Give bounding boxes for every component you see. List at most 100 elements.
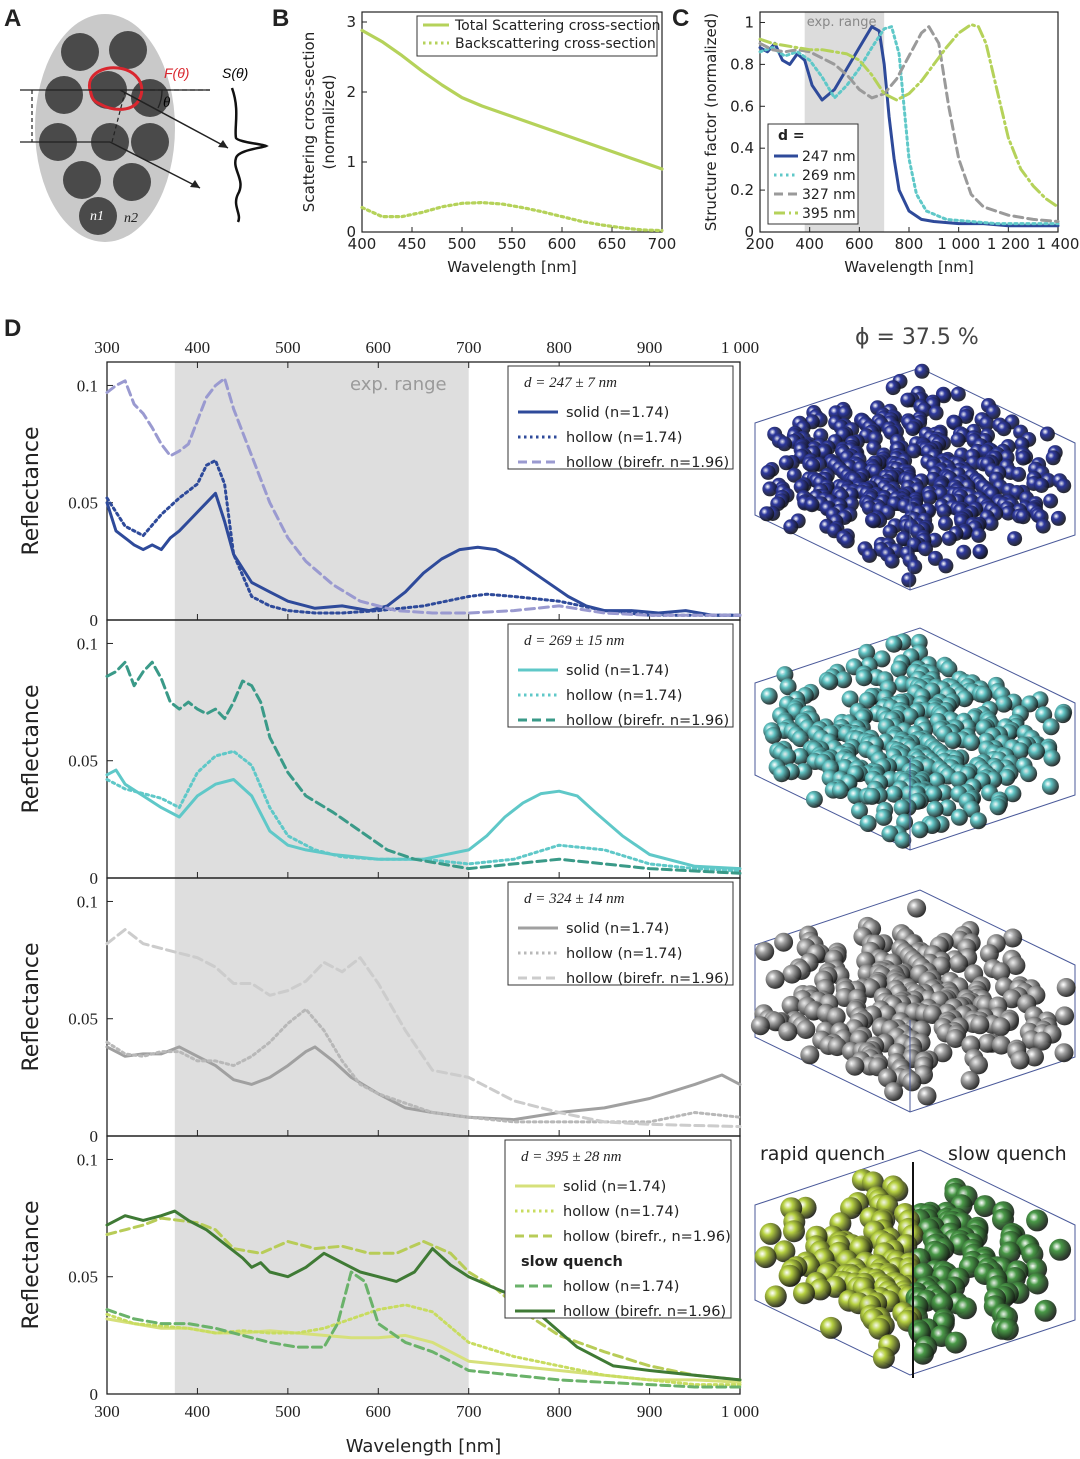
series-line-d1-2 (105, 376, 742, 617)
sphere-icon (906, 443, 922, 459)
y-axis-label: Reflectance (19, 426, 44, 555)
sphere-icon (928, 405, 944, 421)
sphere-icon (1025, 1047, 1044, 1067)
sphere-icon (841, 690, 859, 708)
y-tick-label: 0.1 (77, 892, 98, 911)
x-tick-label: 400 (348, 235, 377, 253)
panel-letter-c: C (672, 5, 689, 32)
sphere-icon (1054, 706, 1072, 724)
top-tick-label: 900 (637, 338, 663, 357)
sphere-icon (759, 506, 775, 522)
sphere-icon (821, 673, 839, 691)
sphere-icon (885, 380, 901, 396)
sphere-icon (61, 33, 99, 71)
sphere-block-247nm (754, 363, 1076, 591)
sphere-icon (781, 995, 801, 1015)
y-tick-label: 3 (346, 13, 356, 31)
sphere-icon (1026, 1209, 1049, 1232)
sphere-icon (805, 790, 823, 808)
sphere-icon (979, 944, 999, 964)
volume-fraction-label: ϕ = 37.5 % (855, 325, 979, 350)
sphere-icon (890, 660, 908, 678)
sphere-icon (900, 392, 916, 408)
chart-d: exp. range 300 400 500 600 700 800 900 1 000 0 0.0… (19, 338, 759, 1457)
sphere-icon (926, 800, 944, 818)
sphere-icon (859, 815, 877, 832)
scattered-ray-2 (109, 141, 201, 189)
sphere-icon (893, 799, 911, 817)
legend-entry: hollow (n=1.74) (563, 1279, 679, 1295)
plot-frame (106, 1135, 741, 1395)
y-tick-label: 0.1 (77, 1150, 98, 1169)
sphere-icon (881, 825, 899, 843)
sphere-icon (950, 771, 968, 789)
legend-title: d = 395 ± 28 nm (521, 1149, 622, 1165)
legend-box (416, 15, 658, 57)
legend-entry: Backscattering cross-section (455, 36, 656, 52)
sphere-icon (912, 1342, 934, 1365)
x-axis-label: Wavelength [nm] (447, 258, 577, 276)
sphere-icon (901, 572, 917, 588)
y-axis-label: Structure factor (normalized) (702, 13, 720, 231)
sphere-icon (960, 1071, 980, 1090)
series-line-d1-1 (105, 459, 742, 617)
x-tick-label: 1 400 (1037, 235, 1080, 253)
sphere-icon (1054, 1043, 1074, 1063)
sphere-icon (885, 635, 903, 653)
path-difference-line-2 (111, 91, 126, 143)
legend-entry: hollow (birefr. n=1.96) (566, 455, 729, 471)
sphere-icon (1041, 777, 1059, 795)
rapid-quench-label: rapid quench (760, 1143, 885, 1165)
legend-box (767, 123, 859, 225)
series-line-c-1 (758, 25, 1060, 226)
sphere-icon (970, 1015, 990, 1035)
series-line-d3-2 (105, 928, 742, 1129)
sphere-icon (796, 1020, 816, 1039)
sphere-icon (764, 727, 782, 744)
y-tick-label: 0.2 (730, 181, 754, 199)
exp-range-label: exp. range (807, 15, 877, 30)
arrow-head-icon (190, 180, 200, 188)
legend-entry: solid (n=1.74) (566, 663, 669, 679)
sphere-icon (782, 964, 802, 984)
sphere-icon (950, 432, 966, 448)
x-tick-label: 1 000 (721, 1402, 759, 1421)
legend-entry: 395 nm (802, 206, 856, 222)
sphere-icon (911, 821, 929, 839)
series-line-d1-0 (105, 491, 742, 617)
legend-title: d = (778, 128, 805, 144)
sphere-icon (868, 1317, 891, 1340)
sphere-icon (866, 513, 882, 529)
y-tick-label: 0.1 (77, 376, 98, 395)
legend-entry: 247 nm (802, 149, 856, 165)
sphere-icon (45, 76, 83, 114)
arrow-head-icon (218, 140, 228, 148)
box-outline (754, 627, 1076, 851)
sphere-icon (778, 1022, 798, 1042)
sphere-icon (991, 962, 1011, 982)
sphere-icon (805, 458, 821, 473)
sphere-icon (1055, 1006, 1075, 1026)
sphere-icon (1056, 978, 1076, 997)
legend-entry: hollow (birefr., n=1.96) (563, 1229, 731, 1245)
series-line-d4-1 (105, 1303, 742, 1387)
sphere-icon (939, 799, 957, 817)
series-line-d2-1 (105, 749, 742, 873)
sphere-icon (963, 734, 980, 751)
series-line-c-2 (758, 25, 1060, 223)
y-tick-label: 0.05 (68, 1010, 98, 1029)
sphere-icon (1056, 478, 1072, 494)
box-outline (754, 889, 1076, 1113)
sphere-icon (840, 1197, 863, 1220)
sphere-icon (1002, 989, 1022, 1009)
panel-a-schematic: θ F(θ) S(θ) n1 n2 (20, 14, 269, 242)
y-axis-label: Reflectance (19, 1200, 44, 1329)
sphere-icon (113, 163, 151, 201)
series-line-d3-1 (105, 1007, 742, 1124)
y-axis-label: Reflectance (19, 684, 44, 813)
sphere-icon (754, 1246, 777, 1269)
y-tick-label: 0.1 (77, 634, 98, 653)
y-tick-label: 1 (346, 153, 356, 171)
legend-entry: solid (n=1.74) (566, 921, 669, 937)
y-tick-label: 0 (90, 1385, 99, 1404)
